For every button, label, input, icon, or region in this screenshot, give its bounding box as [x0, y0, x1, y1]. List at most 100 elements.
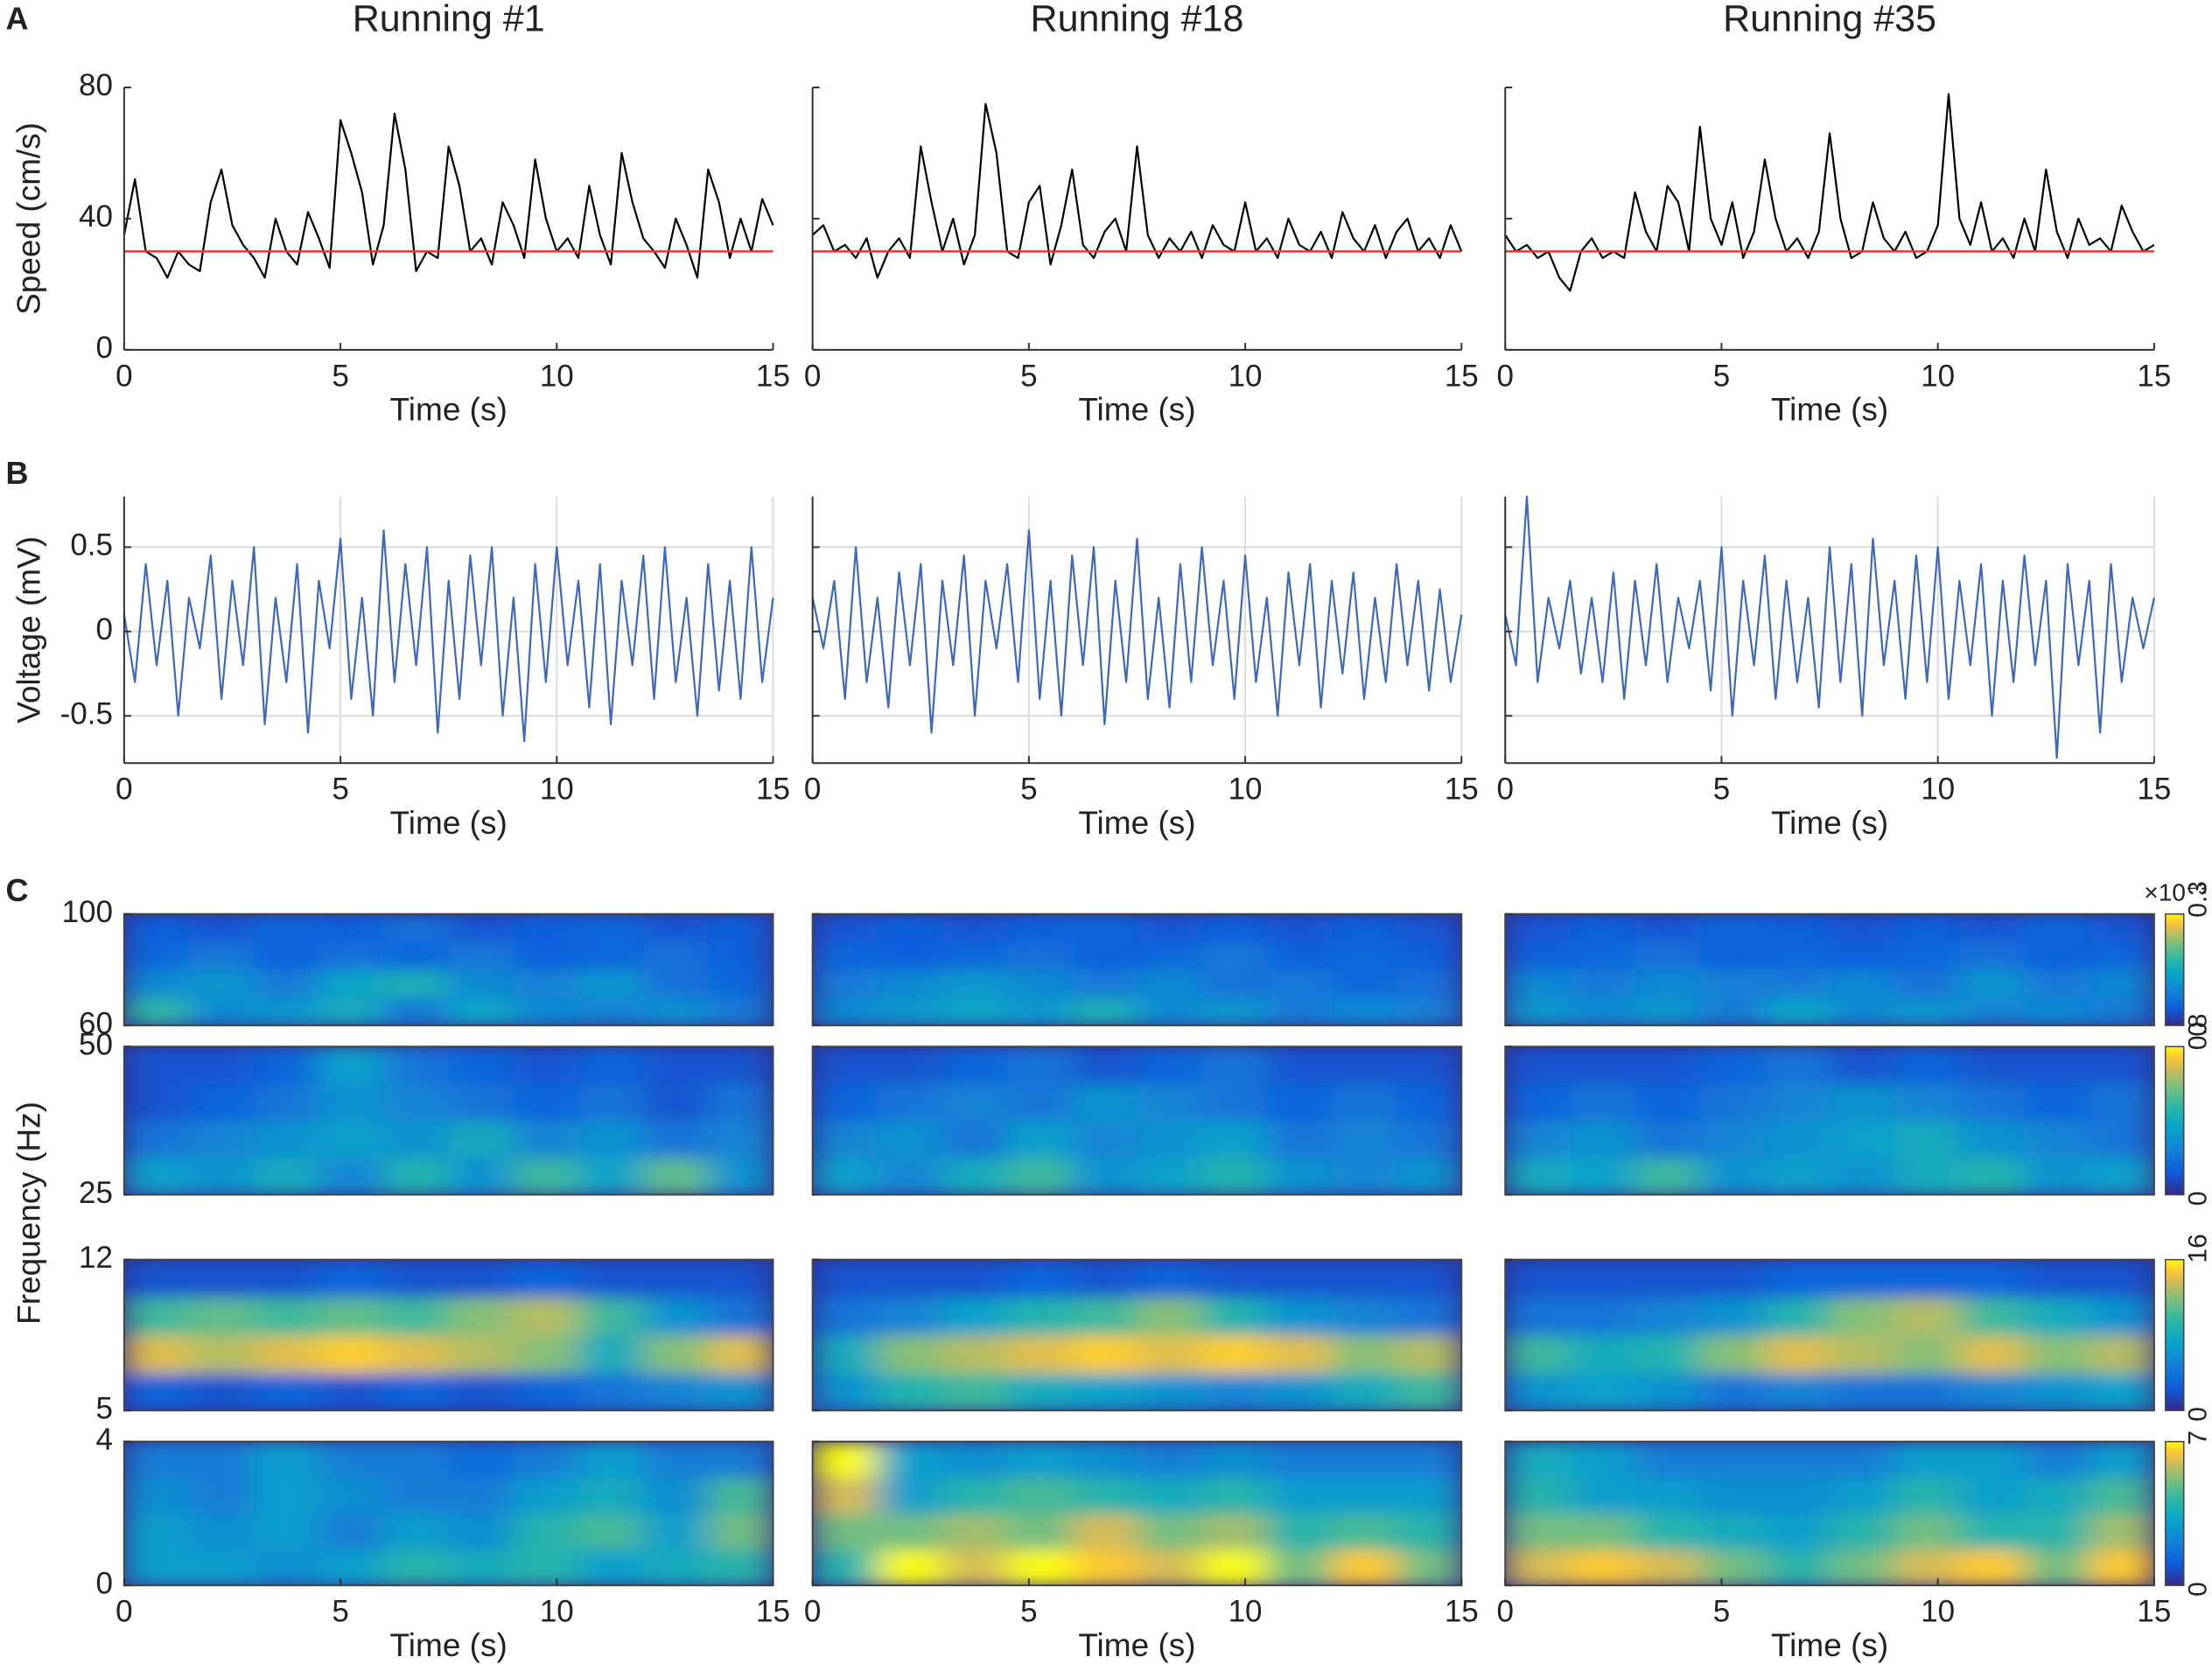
heatmap-cell	[448, 1046, 514, 1084]
heatmap-cell	[812, 997, 878, 1026]
heatmap-cell	[1137, 1259, 1203, 1298]
panel: Time (s) 0 5 10 15	[804, 496, 1479, 841]
heatmap-cell	[448, 913, 514, 943]
x-tick-label: 15	[756, 359, 790, 393]
heatmap-cell	[1266, 1297, 1333, 1336]
x-tick-label: 10	[1228, 1595, 1263, 1629]
heatmap-cell	[1201, 1083, 1268, 1122]
heatmap-cell	[877, 997, 943, 1026]
heatmap-cell	[1894, 1441, 1960, 1479]
heatmap-cell	[942, 941, 1008, 970]
heatmap-cell	[1570, 1157, 1636, 1196]
heatmap-cell	[513, 1513, 579, 1550]
heatmap-cell	[578, 1083, 644, 1122]
heatmap-cell	[643, 941, 709, 970]
plot-frame	[1504, 1440, 2155, 1587]
colorbar-tick-label: 0.8	[2184, 1014, 2212, 1051]
heatmap-cell	[1699, 1441, 1766, 1479]
heatmap-cell	[812, 941, 878, 970]
trace	[1504, 93, 2155, 292]
heatmap-cell	[1634, 1120, 1701, 1158]
heatmap-cell	[1699, 1334, 1766, 1374]
heatmap-cell	[513, 969, 579, 998]
heatmap-cell	[1072, 1373, 1138, 1411]
x-tick-label: 15	[2137, 773, 2171, 807]
heatmap-cell	[1007, 1157, 1073, 1196]
heatmap-cell	[1007, 1373, 1073, 1411]
x-axis-label: Time (s)	[390, 1627, 508, 1663]
heatmap-cell	[189, 941, 255, 970]
heatmap-cell	[1894, 1157, 1960, 1196]
heatmap-cell	[1007, 913, 1073, 943]
heatmap-cell	[1331, 1549, 1397, 1586]
x-tick-label: 0	[1497, 359, 1514, 393]
heatmap-cell	[318, 1083, 385, 1122]
heatmap-cell	[1634, 1157, 1701, 1196]
heatmap-cell	[2089, 969, 2155, 998]
heatmap-cell	[1699, 1083, 1766, 1122]
heatmap-cell	[254, 1441, 319, 1479]
x-axis-label: Time (s)	[1078, 392, 1195, 428]
heatmap-cell	[513, 1441, 579, 1479]
heatmap-cell	[1266, 1334, 1333, 1374]
heatmap-cell	[1266, 1046, 1333, 1084]
panel: 0 16	[1504, 1234, 2212, 1422]
heatmap-cell	[189, 1477, 255, 1514]
heatmap-cell	[1764, 1046, 1830, 1084]
heatmap-cell	[877, 913, 943, 943]
heatmap-cell	[189, 1441, 255, 1479]
heatmap-cell	[2089, 1477, 2155, 1514]
heatmap-cell	[1007, 1083, 1073, 1122]
trace	[122, 529, 774, 743]
heatmap-cell	[448, 1083, 514, 1122]
heatmap-cell	[448, 997, 514, 1026]
heatmap	[1505, 1441, 2155, 1586]
heatmap-cell	[1959, 997, 2026, 1026]
heatmap-cell	[1764, 1297, 1830, 1336]
heatmap-cell	[942, 1477, 1008, 1514]
plot-frame	[122, 1045, 774, 1196]
heatmap-cell	[448, 1259, 514, 1298]
heatmap-cell	[1331, 913, 1397, 943]
heatmap-cell	[1266, 1120, 1333, 1158]
x-tick-label: 0	[116, 359, 132, 393]
colorbar-tick-label: 0	[2184, 1022, 2212, 1037]
heatmap-cell	[812, 1441, 878, 1479]
heatmap-cell	[1764, 1083, 1830, 1122]
heatmap-cell	[2024, 1334, 2090, 1374]
heatmap-cell	[643, 1083, 709, 1122]
panel: Running #18 Time (s) 0 5 10 15	[804, 0, 1479, 428]
heatmap-cell	[1699, 941, 1766, 970]
heatmap-cell	[942, 1441, 1008, 1479]
heatmap-cell	[877, 1157, 943, 1196]
colorbar-tick-label: 0	[2184, 1582, 2212, 1597]
heatmap-cell	[1505, 1477, 1571, 1514]
heatmap-cell	[1570, 1046, 1636, 1084]
heatmap-cell	[643, 1513, 709, 1550]
heatmap-cell	[1830, 1157, 1895, 1196]
heatmap-cell	[1331, 1120, 1397, 1158]
heatmap-cell	[1764, 1477, 1830, 1514]
heatmap-cell	[123, 1083, 190, 1122]
heatmap-cell	[318, 1259, 385, 1298]
heatmap-cell	[1894, 969, 1960, 998]
heatmap-cell	[2024, 969, 2090, 998]
x-tick-label: 15	[2137, 359, 2171, 393]
heatmap-cell	[812, 913, 878, 943]
heatmap-cell	[812, 1259, 878, 1298]
heatmap-cell	[123, 1334, 190, 1374]
heatmap-cell	[578, 1259, 644, 1298]
heatmap-cell	[318, 969, 385, 998]
x-tick-label: 5	[1020, 359, 1037, 393]
heatmap-cell	[123, 1046, 190, 1084]
heatmap-cell	[942, 1297, 1008, 1336]
heatmap-cell	[1959, 1157, 2026, 1196]
column-title: Running #18	[1031, 0, 1244, 40]
heatmap-cell	[383, 1477, 450, 1514]
heatmap-cell	[383, 1157, 450, 1196]
heatmap-cell	[578, 913, 644, 943]
heatmap-cell	[1201, 1373, 1268, 1411]
heatmap-cell	[1201, 1334, 1268, 1374]
